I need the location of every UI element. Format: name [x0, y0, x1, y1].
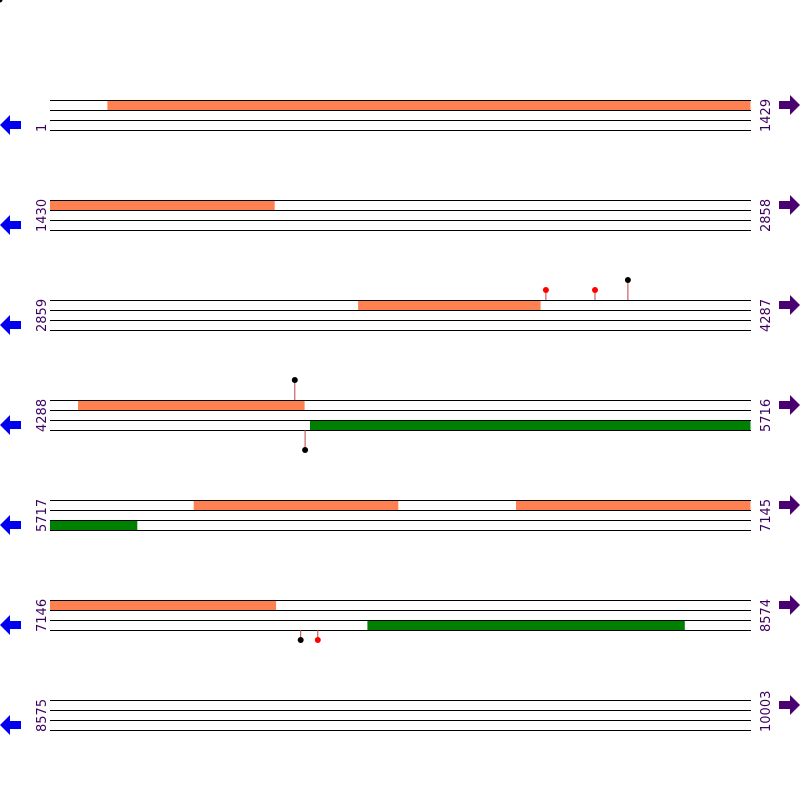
sequence-row: 2859 4287	[0, 277, 800, 335]
reverse-orf-bar	[310, 421, 751, 430]
right-arrow-icon[interactable]	[779, 395, 800, 415]
sequence-row: 5717 7145	[0, 495, 800, 535]
site-marker-black	[291, 377, 298, 383]
right-arrow-icon[interactable]	[779, 495, 800, 515]
site-marker-red	[542, 287, 549, 293]
row-start-label: 1430	[35, 199, 50, 232]
site-marker-black	[624, 277, 631, 283]
forward-orf-bar	[50, 201, 275, 210]
forward-orf-bar	[107, 101, 751, 110]
row-start-label: 4288	[35, 399, 50, 432]
sequence-row: 1 1429	[0, 95, 800, 135]
right-arrow-icon[interactable]	[779, 595, 800, 615]
forward-orf-bar	[358, 301, 541, 310]
right-arrow-icon[interactable]	[779, 695, 800, 715]
forward-orf-bar	[78, 401, 305, 410]
right-arrow-icon[interactable]	[779, 95, 800, 115]
sequence-row: 1430 2858	[0, 195, 800, 235]
site-marker-black	[302, 447, 309, 453]
forward-orf-bar	[193, 501, 399, 510]
sequence-row: 4288 5716	[0, 377, 800, 453]
row-end-label: 4287	[759, 299, 774, 332]
left-arrow-icon[interactable]	[0, 315, 21, 335]
row-end-label: 8574	[759, 599, 774, 632]
row-end-label: 7145	[759, 499, 774, 532]
site-marker-red	[592, 287, 598, 293]
corner-dot	[0, 0, 3, 3]
row-start-label: 5717	[35, 499, 50, 532]
forward-orf-bar	[50, 601, 277, 610]
left-arrow-icon[interactable]	[0, 515, 21, 535]
site-marker-black	[297, 637, 304, 643]
row-start-label: 2859	[35, 299, 50, 332]
row-end-label: 2858	[759, 199, 774, 232]
site-marker-red	[314, 637, 321, 643]
reverse-orf-bar	[367, 621, 685, 630]
left-arrow-icon[interactable]	[0, 115, 21, 135]
left-arrow-icon[interactable]	[0, 715, 21, 735]
row-end-label: 1429	[759, 99, 774, 132]
left-arrow-icon[interactable]	[0, 215, 21, 235]
forward-orf-bar	[516, 501, 751, 510]
row-start-label: 8575	[35, 699, 50, 732]
right-arrow-icon[interactable]	[779, 295, 800, 315]
left-arrow-icon[interactable]	[0, 415, 21, 435]
right-arrow-icon[interactable]	[779, 195, 800, 215]
left-arrow-icon[interactable]	[0, 615, 21, 635]
reverse-orf-bar	[50, 521, 138, 530]
row-start-label: 7146	[35, 599, 50, 632]
row-end-label: 5716	[759, 399, 774, 432]
row-start-label: 1	[35, 124, 50, 132]
sequence-row: 7146 8574	[0, 595, 800, 643]
sequence-row: 8575 10003	[0, 691, 800, 735]
row-end-label: 10003	[759, 691, 774, 732]
